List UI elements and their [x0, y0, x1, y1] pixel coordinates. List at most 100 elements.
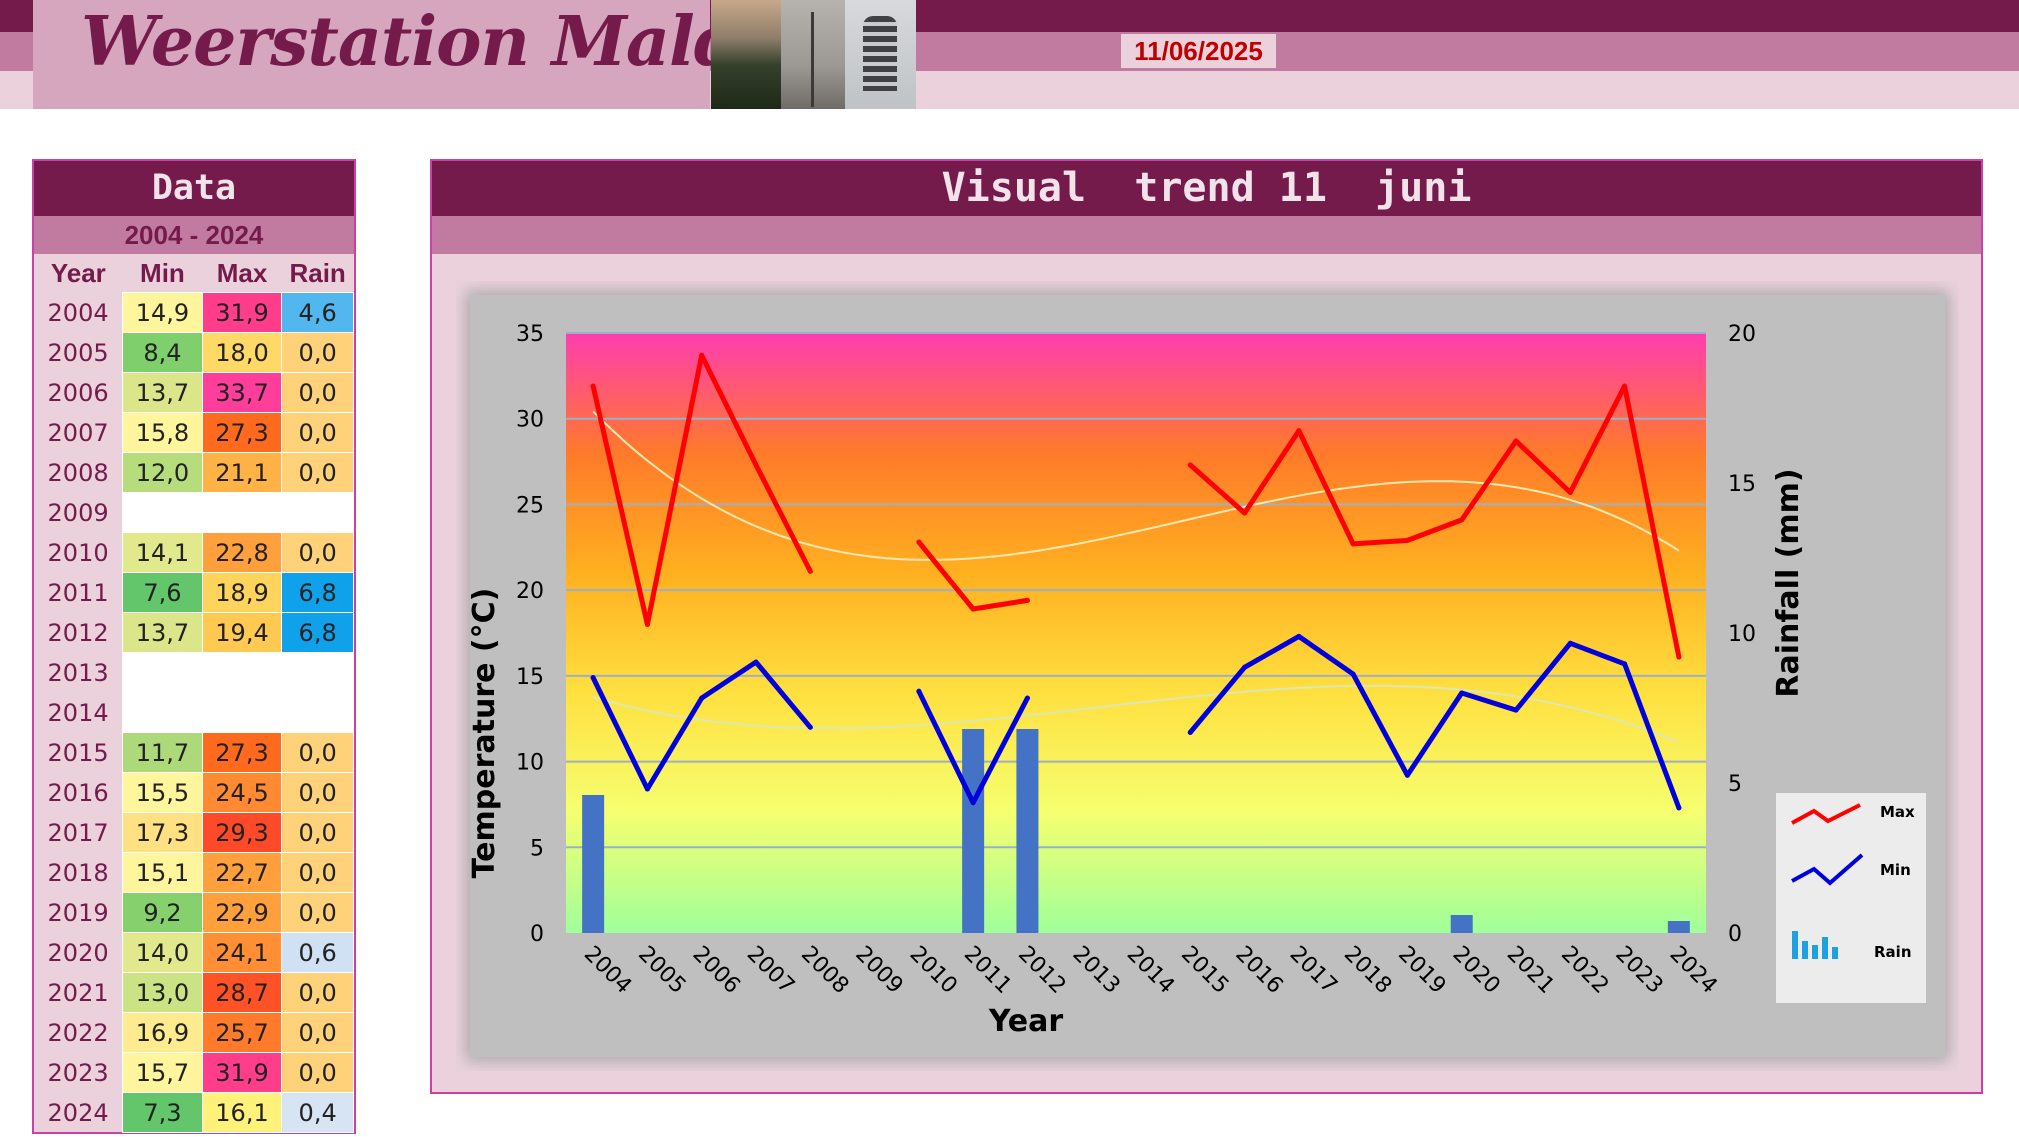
max-cell: 29,3: [201, 812, 283, 853]
year-cell: 2021: [47, 978, 109, 1007]
legend-min-swatch: [1791, 853, 1864, 886]
max-cell: 22,7: [201, 852, 283, 893]
max-point: [1024, 597, 1030, 603]
max-point: [699, 352, 705, 358]
min-cell: [122, 692, 203, 733]
column-header-max: Max: [216, 257, 268, 288]
year-cell: 2013: [47, 658, 109, 687]
min-point: [753, 659, 759, 665]
y2-tick-label: 5: [1728, 772, 1742, 797]
legend-rain-swatch-bar: [1792, 931, 1798, 959]
table-row: 2004 14,9 31,9 4,6: [34, 292, 354, 333]
table-row: 2016 15,5 24,5 0,0: [34, 772, 354, 813]
date-badge: 11/06/2025: [1121, 34, 1276, 68]
table-row: 2014: [34, 692, 354, 733]
table-row: 2007 15,8 27,3 0,0: [34, 412, 354, 453]
rain-cell: [281, 492, 354, 533]
rain-cell: 0,0: [281, 1012, 354, 1053]
y2-tick-label: 15: [1728, 472, 1756, 497]
table-row: 2017 17,3 29,3 0,0: [34, 812, 354, 853]
data-table: Year Min Max Rain 2004 14,9 31,9 4,6 2005 8,4…: [34, 254, 354, 1133]
max-point: [1513, 438, 1519, 444]
min-point: [1513, 707, 1519, 713]
min-point: [1242, 664, 1248, 670]
rain-cell: 0,0: [281, 412, 354, 453]
max-point: [1622, 383, 1628, 389]
min-cell: 11,7: [122, 732, 203, 773]
rain-bar: [962, 729, 985, 933]
year-cell: 2023: [47, 1058, 109, 1087]
y-tick-label: 0: [530, 922, 544, 947]
year-cell: 2010: [47, 538, 109, 567]
max-cell: 27,3: [201, 732, 283, 773]
table-row: 2006 13,7 33,7 0,0: [34, 372, 354, 413]
max-cell: 19,4: [201, 612, 283, 653]
data-range: 2004 - 2024: [34, 216, 354, 254]
max-cell: 16,1: [201, 1092, 283, 1133]
min-cell: 15,7: [122, 1052, 203, 1093]
left-axis-ticks: 0 5 10 15 20 25 30 35: [516, 322, 544, 947]
gridlines: [566, 332, 1706, 849]
min-cell: 15,1: [122, 852, 203, 893]
max-point: [1459, 517, 1465, 523]
rain-cell: 6,8: [281, 612, 354, 653]
table-header-row: Year Min Max Rain: [34, 254, 354, 293]
max-point: [1187, 462, 1193, 468]
min-cell: 12,0: [122, 452, 203, 493]
chart-panel-title: Visual trend 11 juni: [432, 161, 1981, 216]
min-point: [1459, 690, 1465, 696]
y2-tick-label: 10: [1728, 622, 1756, 647]
min-cell: 8,4: [122, 332, 203, 373]
min-point: [1676, 805, 1682, 811]
data-panel-title: Data: [34, 161, 354, 216]
table-row: 2011 7,6 18,9 6,8: [34, 572, 354, 613]
max-point: [590, 383, 596, 389]
data-panel: Data 2004 - 2024 Year Min Max Rain 2004 1…: [32, 159, 356, 1134]
min-point: [1350, 671, 1356, 677]
rain-cell: [281, 652, 354, 693]
min-cell: 7,6: [122, 572, 203, 613]
y-tick-label: 30: [516, 408, 544, 433]
rain-cell: 0,6: [281, 932, 354, 973]
landscape-photo: [711, 0, 781, 109]
min-cell: 14,1: [122, 532, 203, 573]
legend-rain-swatch-bar: [1802, 941, 1808, 959]
x-axis-label: Year: [988, 1004, 1064, 1039]
station-photos: [711, 0, 916, 109]
year-cell: 2017: [47, 818, 109, 847]
right-axis-ticks: 0 5 10 15 20: [1728, 322, 1756, 947]
legend-rain-swatch-bar: [1832, 947, 1838, 959]
y2-axis-label: Rainfall (mm): [1771, 468, 1806, 697]
table-row: 2015 11,7 27,3 0,0: [34, 732, 354, 773]
max-point: [1567, 489, 1573, 495]
max-point: [970, 606, 976, 612]
table-row: 2019 9,2 22,9 0,0: [34, 892, 354, 933]
min-cell: 9,2: [122, 892, 203, 933]
table-row: 2009: [34, 492, 354, 533]
temperature-lines: [590, 352, 1682, 811]
rain-bar: [582, 795, 605, 933]
min-cell: 15,8: [122, 412, 203, 453]
rain-cell: 6,8: [281, 572, 354, 613]
min-cell: 16,9: [122, 1012, 203, 1053]
chart-legend: Max Min Rain: [1776, 793, 1926, 1003]
max-cell: 24,5: [201, 772, 283, 813]
table-row: 2022 16,9 25,7 0,0: [34, 1012, 354, 1053]
rain-cell: 0,4: [281, 1092, 354, 1133]
legend-label-min: Min: [1880, 861, 1911, 879]
anemometer-photo: [781, 0, 845, 109]
legend-label-max: Max: [1880, 803, 1915, 821]
y2-tick-label: 0: [1728, 922, 1742, 947]
min-cell: 13,7: [122, 612, 203, 653]
min-point: [916, 688, 922, 694]
min-point: [1622, 661, 1628, 667]
year-cell: 2006: [47, 378, 109, 407]
max-cell: 18,0: [201, 332, 283, 373]
legend-label-rain: Rain: [1874, 943, 1912, 961]
max-cell: [201, 492, 283, 533]
min-cell: 7,3: [122, 1092, 203, 1133]
rain-cell: 0,0: [281, 772, 354, 813]
year-cell: 2014: [47, 698, 109, 727]
y2-tick-label: 20: [1728, 322, 1756, 347]
